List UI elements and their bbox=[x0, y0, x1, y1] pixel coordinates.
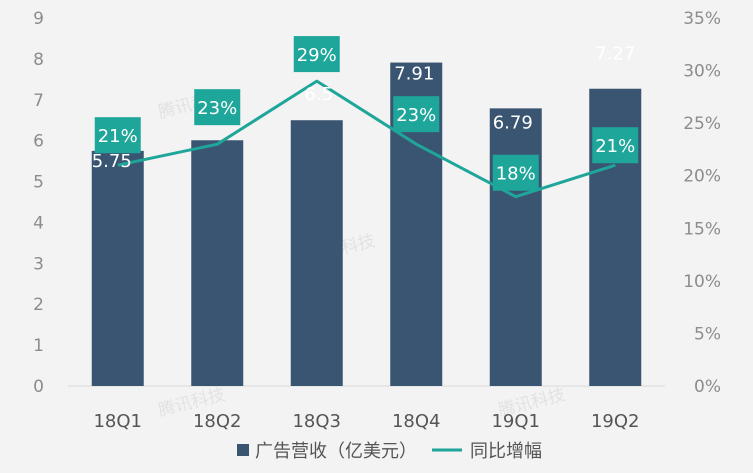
bar-value-label: 7.27 bbox=[595, 44, 635, 65]
bar bbox=[91, 150, 144, 386]
left-axis-tick-label: 0 bbox=[33, 377, 44, 397]
x-category-label: 19Q2 bbox=[591, 411, 640, 432]
percent-label-box bbox=[393, 96, 440, 133]
bars bbox=[91, 62, 642, 387]
left-axis-tick-label: 6 bbox=[33, 132, 44, 152]
bar bbox=[489, 108, 542, 386]
percent-label: 29% bbox=[297, 45, 337, 66]
x-category-label: 18Q3 bbox=[292, 411, 341, 432]
percent-label-box bbox=[592, 127, 639, 164]
legend-line-label: 同比增幅 bbox=[470, 441, 542, 462]
x-labels: 18Q1 18Q2 18Q3 18Q4 19Q1 19Q2 bbox=[93, 411, 639, 432]
left-axis-tick-label: 1 bbox=[33, 336, 44, 356]
right-axis-tick-label: 10% bbox=[683, 272, 721, 292]
legend-bar-label: 广告营收（亿美元） bbox=[255, 441, 417, 462]
percent-label: 21% bbox=[595, 136, 635, 157]
left-axis-tick-label: 9 bbox=[33, 9, 44, 29]
percent-label-box bbox=[94, 117, 141, 154]
right-axis-tick-label: 0% bbox=[694, 377, 721, 397]
percent-label-box bbox=[194, 89, 241, 126]
bar-value-label: 7.91 bbox=[394, 64, 434, 85]
line-series bbox=[117, 79, 616, 199]
x-category-label: 18Q4 bbox=[392, 411, 441, 432]
line-labels: 21% 23% 29% 23% 18% 21% bbox=[94, 36, 639, 191]
x-category-label: 19Q1 bbox=[491, 411, 540, 432]
percent-label-box bbox=[492, 154, 539, 191]
bar-value-label: 6.79 bbox=[493, 112, 533, 133]
growth-line bbox=[117, 79, 616, 199]
right-axis-tick-label: 30% bbox=[683, 62, 721, 82]
x-category-label: 18Q2 bbox=[193, 411, 242, 432]
right-axis-tick-label: 15% bbox=[683, 219, 721, 239]
left-axis-tick-label: 5 bbox=[33, 173, 44, 193]
left-axis-tick-label: 8 bbox=[33, 50, 44, 70]
percent-label: 23% bbox=[197, 98, 237, 119]
left-axis-tick-label: 2 bbox=[33, 295, 44, 315]
left-axis-tick-label: 4 bbox=[33, 213, 44, 233]
bar-value-label: 6.5 bbox=[304, 84, 333, 105]
left-axis-tick-label: 3 bbox=[33, 254, 44, 274]
legend: 广告营收（亿美元） 同比增幅 bbox=[237, 441, 542, 462]
bar bbox=[290, 120, 343, 386]
right-axis-tick-label: 5% bbox=[694, 324, 721, 344]
right-axis: 0% 5% 10% 15% 20% 25% 30% 35% bbox=[683, 9, 721, 397]
left-axis: 0 1 2 3 4 5 6 7 8 9 bbox=[33, 9, 44, 397]
legend-bar-swatch bbox=[237, 444, 249, 456]
x-category-label: 18Q1 bbox=[93, 411, 142, 432]
percent-label: 18% bbox=[496, 164, 536, 185]
right-axis-tick-label: 25% bbox=[683, 114, 721, 134]
percent-label-box bbox=[293, 36, 340, 73]
bar-value-label: 5.75 bbox=[92, 151, 132, 172]
percent-label: 21% bbox=[98, 126, 138, 147]
right-axis-tick-label: 20% bbox=[683, 167, 721, 187]
right-axis-tick-label: 35% bbox=[683, 9, 721, 29]
bar bbox=[191, 140, 244, 386]
percent-label: 23% bbox=[396, 105, 436, 126]
left-axis-tick-label: 7 bbox=[33, 91, 44, 111]
